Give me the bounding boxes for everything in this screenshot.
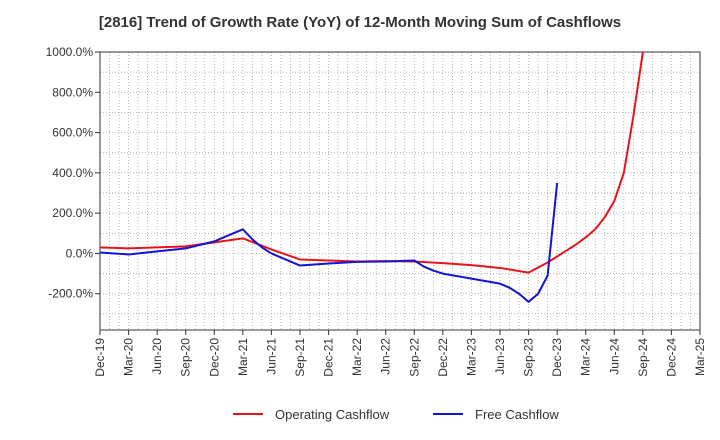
x-tick-label: Dec-19: [93, 338, 107, 377]
y-tick-label: 800.0%: [52, 85, 93, 99]
x-tick-label: Dec-22: [436, 338, 450, 377]
chart-title: [2816] Trend of Growth Rate (YoY) of 12-…: [99, 14, 621, 31]
plot-area: [100, 52, 700, 330]
legend-label: Operating Cashflow: [275, 407, 390, 422]
x-tick-label: Sep-24: [636, 338, 650, 377]
y-tick-label: 200.0%: [52, 206, 93, 220]
x-tick-label: Sep-20: [179, 338, 193, 377]
x-tick-label: Jun-21: [264, 338, 278, 375]
y-tick-label: -200.0%: [48, 287, 93, 301]
x-tick-label: Jun-20: [150, 338, 164, 375]
series-lines: [100, 52, 644, 303]
x-tick-label: Dec-21: [322, 338, 336, 377]
y-tick-label: 1000.0%: [46, 45, 94, 59]
x-tick-label: Sep-23: [522, 338, 536, 377]
x-tick-label: Mar-20: [122, 338, 136, 376]
grid: [100, 52, 700, 330]
x-tick-label: Jun-23: [493, 338, 507, 375]
series-line-free-cashflow: [100, 182, 559, 303]
plot-frame: [99, 51, 701, 331]
x-tick-label: Dec-23: [550, 338, 564, 377]
x-tick-label: Dec-20: [207, 338, 221, 377]
series-line-operating-cashflow: [100, 52, 644, 274]
axes: 1000.0% 800.0% 600.0% 400.0% 200.0% 0.0% -200.…: [46, 45, 707, 377]
y-tick-label: 0.0%: [66, 246, 94, 260]
x-tick-label: Sep-22: [407, 338, 421, 377]
x-tick-label: Sep-21: [293, 338, 307, 377]
x-tick-label: Mar-21: [236, 338, 250, 376]
legend-label: Free Cashflow: [475, 407, 559, 422]
y-tick-label: 400.0%: [52, 166, 93, 180]
x-tick-label: Jun-22: [379, 338, 393, 375]
legend: Operating Cashflow Free Cashflow: [233, 407, 559, 422]
x-tick-label: Mar-24: [579, 338, 593, 376]
y-tick-label: 600.0%: [52, 126, 93, 140]
x-tick-label: Mar-25: [693, 338, 707, 376]
x-tick-label: Mar-23: [464, 338, 478, 376]
x-tick-label: Mar-22: [350, 338, 364, 376]
x-tick-label: Jun-24: [607, 338, 621, 375]
x-tick-label: Dec-24: [664, 338, 678, 377]
